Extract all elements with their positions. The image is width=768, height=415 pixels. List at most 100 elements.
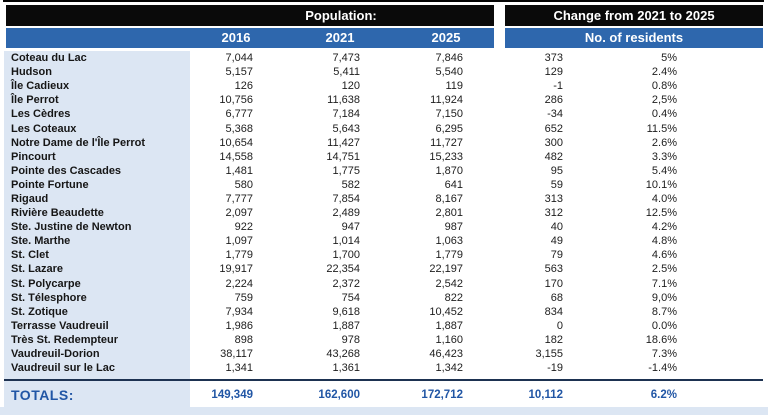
population-2016: 6,777 bbox=[225, 108, 253, 121]
population-2021: 5,643 bbox=[332, 122, 360, 135]
change-residents: 3,155 bbox=[535, 348, 563, 361]
change-percent: 5.4% bbox=[651, 164, 677, 177]
municipality-name: Hudson bbox=[11, 66, 52, 79]
change-percent: 5% bbox=[661, 52, 677, 65]
municipality-name: St. Lazare bbox=[11, 263, 63, 276]
municipality-name: Les Coteaux bbox=[11, 122, 77, 135]
change-residents: 373 bbox=[544, 52, 563, 65]
table-row: Vaudreuil-Dorion 38,117 43,268 46,423 3,155 7… bbox=[4, 347, 763, 361]
totals-2021: 162,600 bbox=[318, 388, 360, 401]
municipality-name: Pincourt bbox=[11, 150, 56, 163]
population-2021: 5,411 bbox=[333, 66, 360, 79]
population-2016: 1,341 bbox=[225, 362, 253, 375]
change-percent: 18.6% bbox=[645, 333, 677, 346]
table-row: Coteau du Lac 7,044 7,473 7,846 373 5% bbox=[4, 51, 763, 65]
population-2021: 43,268 bbox=[326, 348, 360, 361]
change-percent: 0.0% bbox=[651, 319, 677, 332]
change-residents: 49 bbox=[550, 235, 563, 248]
population-2016: 2,097 bbox=[225, 207, 253, 220]
column-header-2025: 2025 bbox=[431, 30, 461, 45]
change-percent: 3.3% bbox=[651, 150, 677, 163]
population-2021: 7,184 bbox=[332, 108, 360, 121]
population-2021: 120 bbox=[341, 80, 360, 93]
population-2025: 22,197 bbox=[429, 263, 463, 276]
change-residents: 0 bbox=[556, 319, 563, 332]
table-row: Île Cadieux 126 120 119 -1 0.8% bbox=[4, 79, 763, 93]
column-header-residents: No. of residents bbox=[584, 30, 684, 45]
population-2016: 14,558 bbox=[219, 150, 253, 163]
population-2021: 1,361 bbox=[332, 362, 360, 375]
change-header-label: Change from 2021 to 2025 bbox=[553, 8, 715, 23]
table-row: Les Cèdres 6,777 7,184 7,150 -34 0.4% bbox=[4, 107, 763, 121]
population-2016: 1,481 bbox=[225, 164, 253, 177]
population-2025: 1,342 bbox=[435, 362, 463, 375]
change-percent: 2.6% bbox=[651, 136, 677, 149]
population-2016: 7,934 bbox=[225, 305, 253, 318]
population-2021: 22,354 bbox=[326, 263, 360, 276]
change-percent: -1.4% bbox=[648, 362, 677, 375]
population-2025: 1,870 bbox=[435, 164, 463, 177]
municipality-name: Ste. Marthe bbox=[11, 235, 71, 248]
change-residents: 286 bbox=[544, 94, 563, 107]
change-percent: 8.7% bbox=[651, 305, 677, 318]
change-residents: 482 bbox=[544, 150, 563, 163]
totals-row: TOTALS: 149,349 162,600 172,712 10,112 6… bbox=[4, 382, 763, 407]
change-residents: -19 bbox=[547, 362, 563, 375]
municipality-name: Pointe Fortune bbox=[11, 178, 89, 191]
change-percent: 11.5% bbox=[646, 122, 677, 135]
change-header-bar bbox=[505, 5, 763, 26]
population-2025: 2,801 bbox=[435, 207, 463, 220]
change-residents: 59 bbox=[550, 178, 563, 191]
change-residents: 652 bbox=[544, 122, 563, 135]
population-2016: 922 bbox=[234, 221, 253, 234]
population-2025: 10,452 bbox=[429, 305, 463, 318]
table-row: Hudson 5,157 5,411 5,540 129 2.4% bbox=[4, 65, 763, 79]
totals-2025: 172,712 bbox=[421, 388, 463, 401]
population-2025: 46,423 bbox=[429, 348, 463, 361]
population-2021: 754 bbox=[341, 291, 360, 304]
totals-label: TOTALS: bbox=[11, 386, 74, 403]
population-2025: 641 bbox=[444, 178, 463, 191]
municipality-name: St. Télesphore bbox=[11, 291, 87, 304]
population-2025: 7,150 bbox=[435, 108, 463, 121]
change-residents: 563 bbox=[544, 263, 563, 276]
municipality-name: Rigaud bbox=[11, 192, 49, 205]
change-residents: 182 bbox=[544, 333, 563, 346]
population-2025: 1,887 bbox=[435, 319, 463, 332]
population-2016: 10,756 bbox=[219, 94, 253, 107]
change-percent: 12.5% bbox=[645, 207, 677, 220]
change-percent: 9,0% bbox=[651, 291, 677, 304]
population-2025: 7,846 bbox=[435, 52, 463, 65]
bottom-accent-strip bbox=[0, 407, 768, 415]
change-percent: 4.2% bbox=[651, 221, 677, 234]
table-row: St. Polycarpe 2,224 2,372 2,542 170 7.1% bbox=[4, 277, 763, 291]
change-residents: 68 bbox=[550, 291, 563, 304]
population-header-label: Population: bbox=[305, 8, 377, 23]
population-2025: 1,779 bbox=[435, 249, 463, 262]
change-residents: 40 bbox=[550, 221, 563, 234]
municipality-name: Terrasse Vaudreuil bbox=[11, 319, 109, 332]
column-header-2016: 2016 bbox=[221, 30, 251, 45]
municipality-name: Notre Dame de l'Île Perrot bbox=[11, 136, 146, 149]
population-2016: 19,917 bbox=[219, 263, 253, 276]
change-percent: 4.0% bbox=[651, 192, 677, 205]
table-row: St. Lazare 19,917 22,354 22,197 563 2.5% bbox=[4, 262, 763, 276]
population-2025: 11,924 bbox=[430, 94, 463, 107]
table-row: Pointe Fortune 580 582 641 59 10.1% bbox=[4, 178, 763, 192]
totals-percent: 6.2% bbox=[650, 388, 677, 401]
population-2021: 978 bbox=[341, 333, 360, 346]
municipality-name: Ste. Justine de Newton bbox=[11, 221, 132, 234]
population-2021: 11,638 bbox=[327, 94, 360, 107]
population-2025: 822 bbox=[444, 291, 463, 304]
municipality-name: Île Perrot bbox=[11, 94, 59, 107]
change-percent: 2.5% bbox=[651, 263, 677, 276]
municipality-name: Vaudreuil-Dorion bbox=[11, 348, 100, 361]
population-2025: 11,727 bbox=[430, 136, 463, 149]
population-2016: 898 bbox=[234, 333, 253, 346]
table-row: Terrasse Vaudreuil 1,986 1,887 1,887 0 0.0% bbox=[4, 319, 763, 333]
totals-2016: 149,349 bbox=[211, 388, 253, 401]
table-row: Pointe des Cascades 1,481 1,775 1,870 95 5.4% bbox=[4, 164, 763, 178]
table-row: Vaudreuil sur le Lac 1,341 1,361 1,342 -19 -1… bbox=[4, 361, 763, 375]
table-row: St. Clet 1,779 1,700 1,779 79 4.6% bbox=[4, 248, 763, 262]
